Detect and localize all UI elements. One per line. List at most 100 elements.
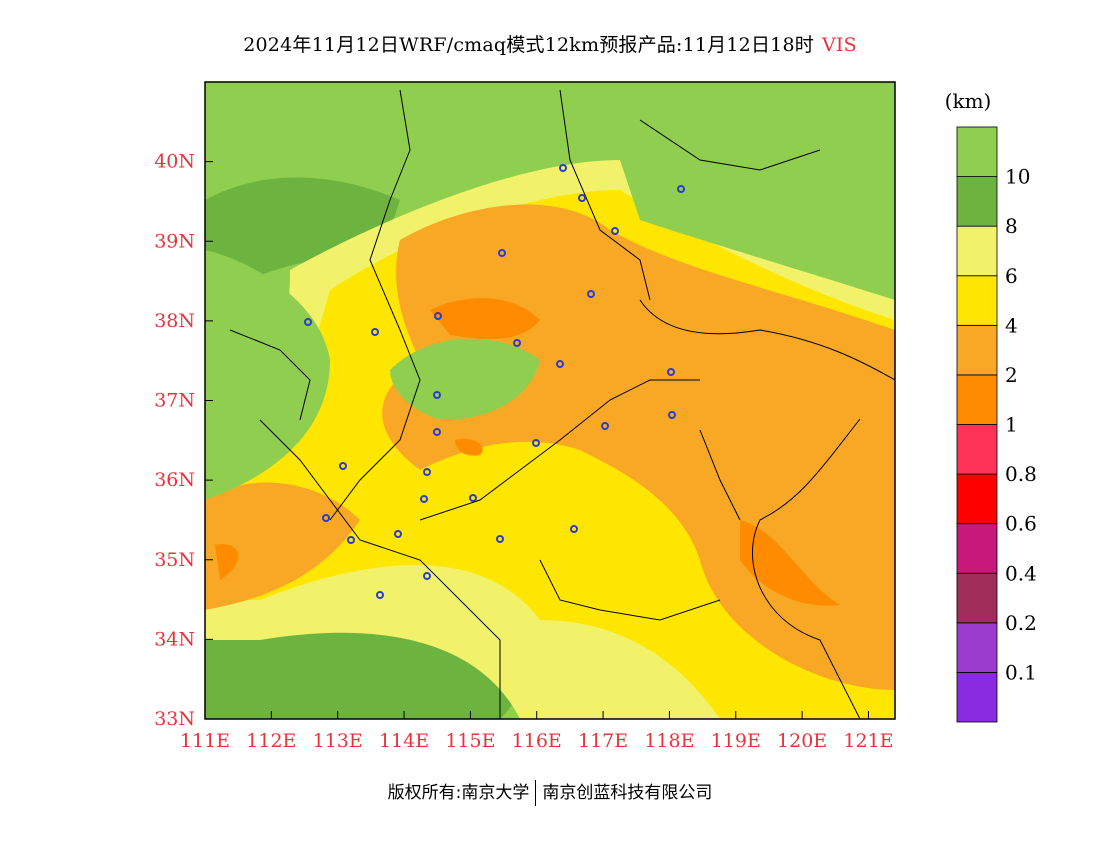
station-marker — [423, 468, 431, 476]
lon-tick-label: 112E — [246, 730, 296, 752]
field-band-orange-west — [205, 482, 360, 610]
border-henan-north — [419, 379, 700, 521]
lon-tick-label: 121E — [843, 730, 893, 752]
border-shaanxi — [229, 329, 311, 421]
station-marker — [433, 428, 441, 436]
colorbar-swatch — [956, 424, 998, 475]
lat-tick-label: 34N — [154, 628, 195, 650]
lat-tick-label: 37N — [154, 390, 195, 412]
colorbar-swatch — [956, 523, 998, 574]
colorbar-swatch — [956, 672, 998, 723]
colorbar-label: 0.8 — [1005, 462, 1037, 486]
lat-tick-label: 33N — [154, 708, 195, 730]
colorbar-swatch — [956, 275, 998, 326]
field-patch-green-center — [390, 338, 540, 420]
lon-tick-label: 114E — [379, 730, 429, 752]
lon-tick-label: 111E — [180, 730, 230, 752]
border-hebei-north — [559, 89, 651, 301]
copyright-owner: 版权所有:南京大学 — [387, 783, 530, 803]
station-marker — [347, 536, 355, 544]
coastline-shandong — [752, 418, 861, 719]
colorbar-label: 0.2 — [1005, 611, 1037, 635]
station-marker — [677, 185, 685, 193]
lat-tick-label: 35N — [154, 549, 195, 571]
border-henan-west — [259, 419, 501, 719]
colorbar-label: 0.6 — [1005, 512, 1037, 536]
lon-tick-label: 118E — [644, 730, 694, 752]
field-core-dark-orange-1 — [430, 298, 540, 340]
colorbar-label: 8 — [1005, 214, 1018, 238]
colorbar-label: 0.1 — [1005, 660, 1037, 684]
colorbar-label: 0.4 — [1005, 561, 1037, 585]
station-marker — [556, 360, 564, 368]
station-marker — [371, 328, 379, 336]
copyright-company: 南京创蓝科技有限公司 — [542, 783, 713, 803]
colorbar-swatch — [956, 374, 998, 425]
lon-tick-label: 113E — [313, 730, 363, 752]
lat-tick-label: 40N — [154, 151, 195, 173]
colorbar-swatch — [956, 225, 998, 277]
colorbar-label: 4 — [1005, 313, 1018, 337]
station-marker — [667, 368, 675, 376]
station-marker — [601, 422, 609, 430]
boundary-lines — [229, 89, 895, 719]
lon-tick-label: 116E — [512, 730, 562, 752]
copyright-footer: 版权所有:南京大学 南京创蓝科技有限公司 — [0, 778, 1100, 806]
colorbar-swatch — [956, 622, 998, 673]
lat-tick-label: 36N — [154, 469, 195, 491]
colorbar-label: 2 — [1005, 363, 1018, 387]
lon-tick-label: 117E — [578, 730, 628, 752]
station-marker — [420, 495, 428, 503]
lat-tick-label: 38N — [154, 310, 195, 332]
border-shanxi-east — [329, 89, 421, 521]
colorbar-swatch — [956, 473, 998, 525]
colorbar-label: 10 — [1005, 165, 1030, 189]
field-core-dark-orange-2 — [740, 520, 840, 606]
colorbar-swatch — [956, 126, 998, 177]
lon-tick-label: 119E — [711, 730, 761, 752]
station-marker — [469, 494, 477, 502]
chart-title: 2024年11月12日WRF/cmaq模式12km预报产品:11月12日18时 V… — [0, 30, 1100, 57]
colorbar-swatch — [956, 572, 998, 624]
station-marker — [433, 391, 441, 399]
lat-tick-label: 39N — [154, 230, 195, 252]
colorbar-swatch — [956, 324, 998, 376]
lon-tick-label: 120E — [777, 730, 827, 752]
station-markers — [304, 164, 685, 599]
variable-label: VIS — [821, 34, 857, 56]
station-marker — [513, 339, 521, 347]
station-marker — [532, 439, 540, 447]
latitude-axis: 33N 34N 35N 36N 37N 38N 39N 40N — [154, 151, 213, 730]
station-marker — [394, 530, 402, 538]
station-marker — [570, 525, 578, 533]
border-anhui — [539, 559, 721, 621]
station-marker — [423, 572, 431, 580]
station-marker — [611, 227, 619, 235]
longitude-axis: 111E 112E 113E 114E 115E 116E 117E 118E 119E 120E… — [180, 711, 894, 752]
station-marker — [322, 514, 330, 522]
station-marker — [587, 290, 595, 298]
station-marker — [434, 312, 442, 320]
colorbar-label: 1 — [1005, 413, 1018, 437]
field-core-dark-orange-4 — [455, 438, 483, 456]
footer-separator — [535, 780, 537, 806]
station-marker — [339, 462, 347, 470]
border-shandong-west — [699, 429, 741, 521]
station-marker — [578, 194, 586, 202]
map-field — [205, 82, 895, 719]
coastline-bohai — [639, 299, 895, 381]
colorbar-label: 6 — [1005, 264, 1018, 288]
border-liaoning — [639, 119, 821, 171]
station-marker — [498, 249, 506, 257]
field-patch-green-west — [205, 250, 330, 500]
lon-tick-label: 115E — [445, 730, 495, 752]
station-marker — [668, 411, 676, 419]
colorbar: (km) 0.1 0.2 0.4 0.6 0.8 1 2 4 6 8 10 — [945, 89, 1037, 723]
field-patch-green-northeast — [620, 90, 895, 300]
colorbar-swatch — [956, 176, 998, 227]
station-marker — [559, 164, 567, 172]
colorbar-unit: (km) — [945, 89, 992, 113]
station-marker — [496, 535, 504, 543]
field-core-dark-orange-3 — [215, 544, 239, 580]
